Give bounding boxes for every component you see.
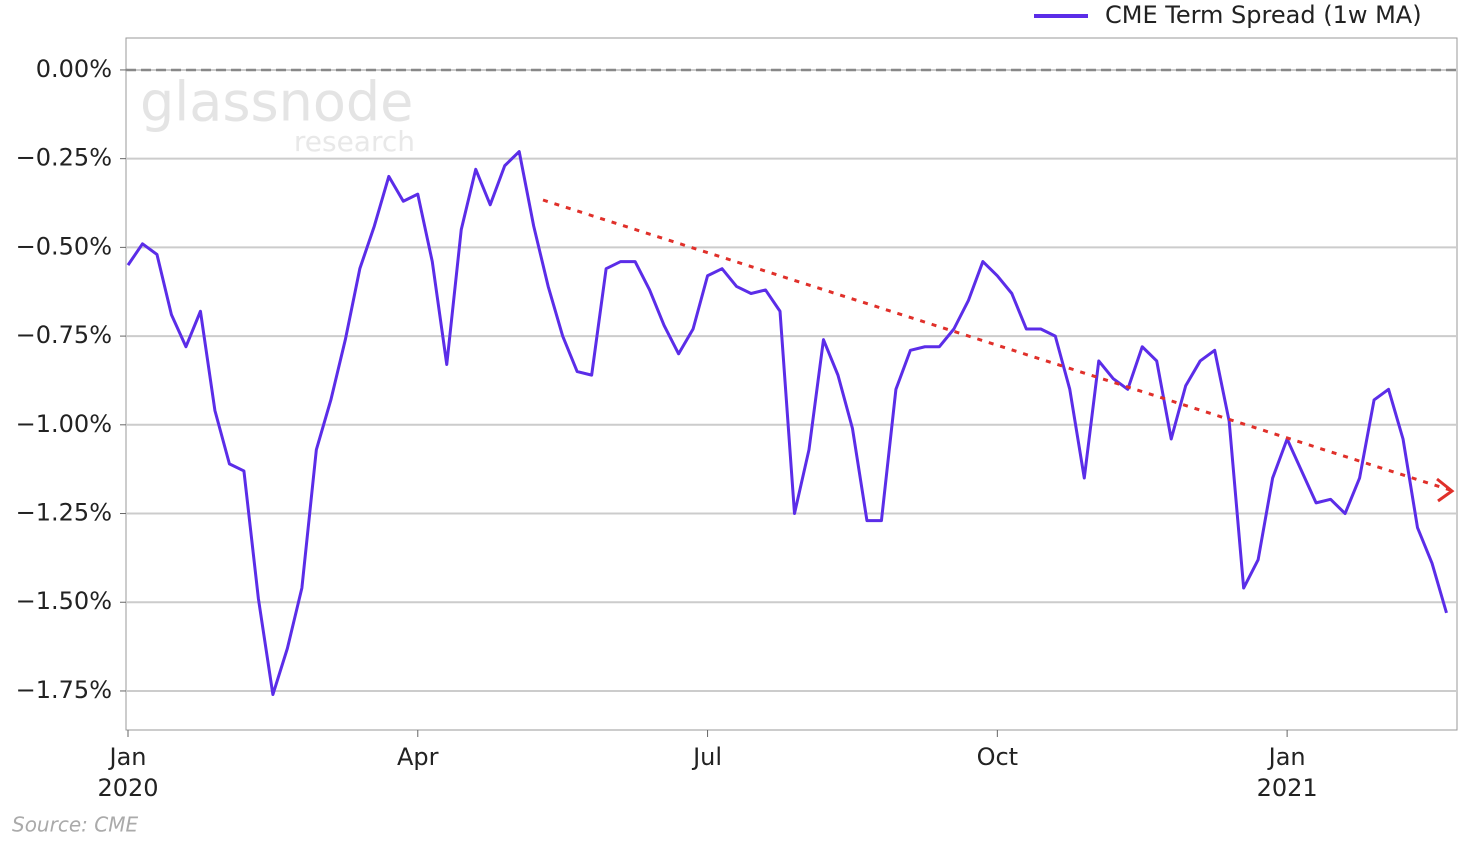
x-tick-label: Jan 2020 [97, 743, 159, 802]
data-line [126, 150, 1448, 697]
y-tick-label: −1.50% [16, 587, 112, 615]
plot-frame [125, 37, 1458, 731]
y-tick-label: −0.50% [16, 232, 112, 260]
y-tick-label: −1.75% [16, 676, 112, 704]
y-tick-label: 0.00% [36, 55, 112, 83]
legend-label: CME Term Spread (1w MA) [1105, 1, 1422, 29]
y-tick-label: −0.25% [16, 144, 112, 172]
x-tick-label: Jul [693, 743, 723, 771]
watermark: glassnode [140, 71, 413, 134]
arrow-head [1436, 477, 1455, 503]
trend-arrow [542, 198, 1451, 492]
x-tick-label: Oct [976, 743, 1019, 771]
watermark: research [294, 125, 415, 158]
y-tick-label: −1.25% [16, 499, 112, 527]
x-tick-label: Apr [397, 743, 439, 771]
source: Source: CME [12, 813, 138, 837]
x-tick-label: Jan 2021 [1256, 743, 1318, 802]
y-tick-label: −1.00% [16, 410, 112, 438]
y-tick-label: −0.75% [16, 321, 112, 349]
